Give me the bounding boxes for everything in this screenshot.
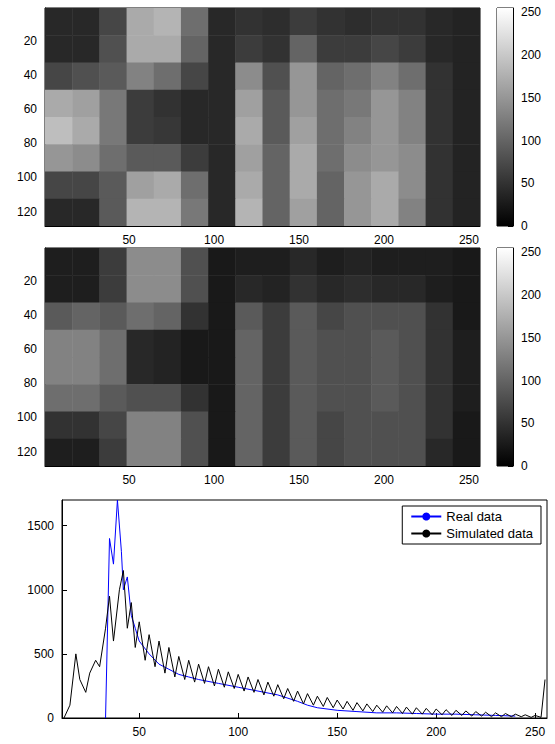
svg-text:50: 50 [122,473,136,487]
svg-text:100: 100 [204,233,224,247]
svg-text:120: 120 [17,205,37,219]
svg-text:150: 150 [521,331,541,345]
svg-text:250: 250 [521,5,541,19]
svg-text:250: 250 [521,245,541,259]
svg-text:250: 250 [525,725,545,739]
svg-text:1000: 1000 [27,583,54,597]
svg-text:100: 100 [17,410,37,424]
svg-text:60: 60 [24,342,38,356]
svg-text:80: 80 [24,136,38,150]
svg-text:200: 200 [521,48,541,62]
svg-text:0: 0 [47,711,54,725]
svg-text:Simulated data: Simulated data [446,526,533,541]
svg-text:200: 200 [521,288,541,302]
svg-text:200: 200 [426,725,446,739]
svg-text:Real data: Real data [446,509,502,524]
svg-text:40: 40 [24,68,38,82]
svg-text:100: 100 [228,725,248,739]
svg-text:100: 100 [521,134,541,148]
svg-text:150: 150 [521,91,541,105]
svg-text:50: 50 [521,176,535,190]
svg-text:50: 50 [122,233,136,247]
svg-text:20: 20 [24,274,38,288]
svg-text:50: 50 [133,725,147,739]
svg-text:120: 120 [17,445,37,459]
svg-text:500: 500 [34,647,54,661]
svg-text:1500: 1500 [27,519,54,533]
svg-text:0: 0 [521,219,528,233]
svg-text:150: 150 [327,725,347,739]
svg-text:150: 150 [289,233,309,247]
svg-text:250: 250 [459,233,479,247]
svg-text:100: 100 [204,473,224,487]
svg-text:200: 200 [374,473,394,487]
svg-text:60: 60 [24,102,38,116]
svg-text:50: 50 [521,416,535,430]
svg-text:150: 150 [289,473,309,487]
svg-text:20: 20 [24,34,38,48]
svg-text:200: 200 [374,233,394,247]
svg-text:250: 250 [459,473,479,487]
svg-text:0: 0 [521,459,528,473]
svg-text:40: 40 [24,308,38,322]
svg-text:80: 80 [24,376,38,390]
svg-text:100: 100 [17,170,37,184]
svg-text:100: 100 [521,374,541,388]
